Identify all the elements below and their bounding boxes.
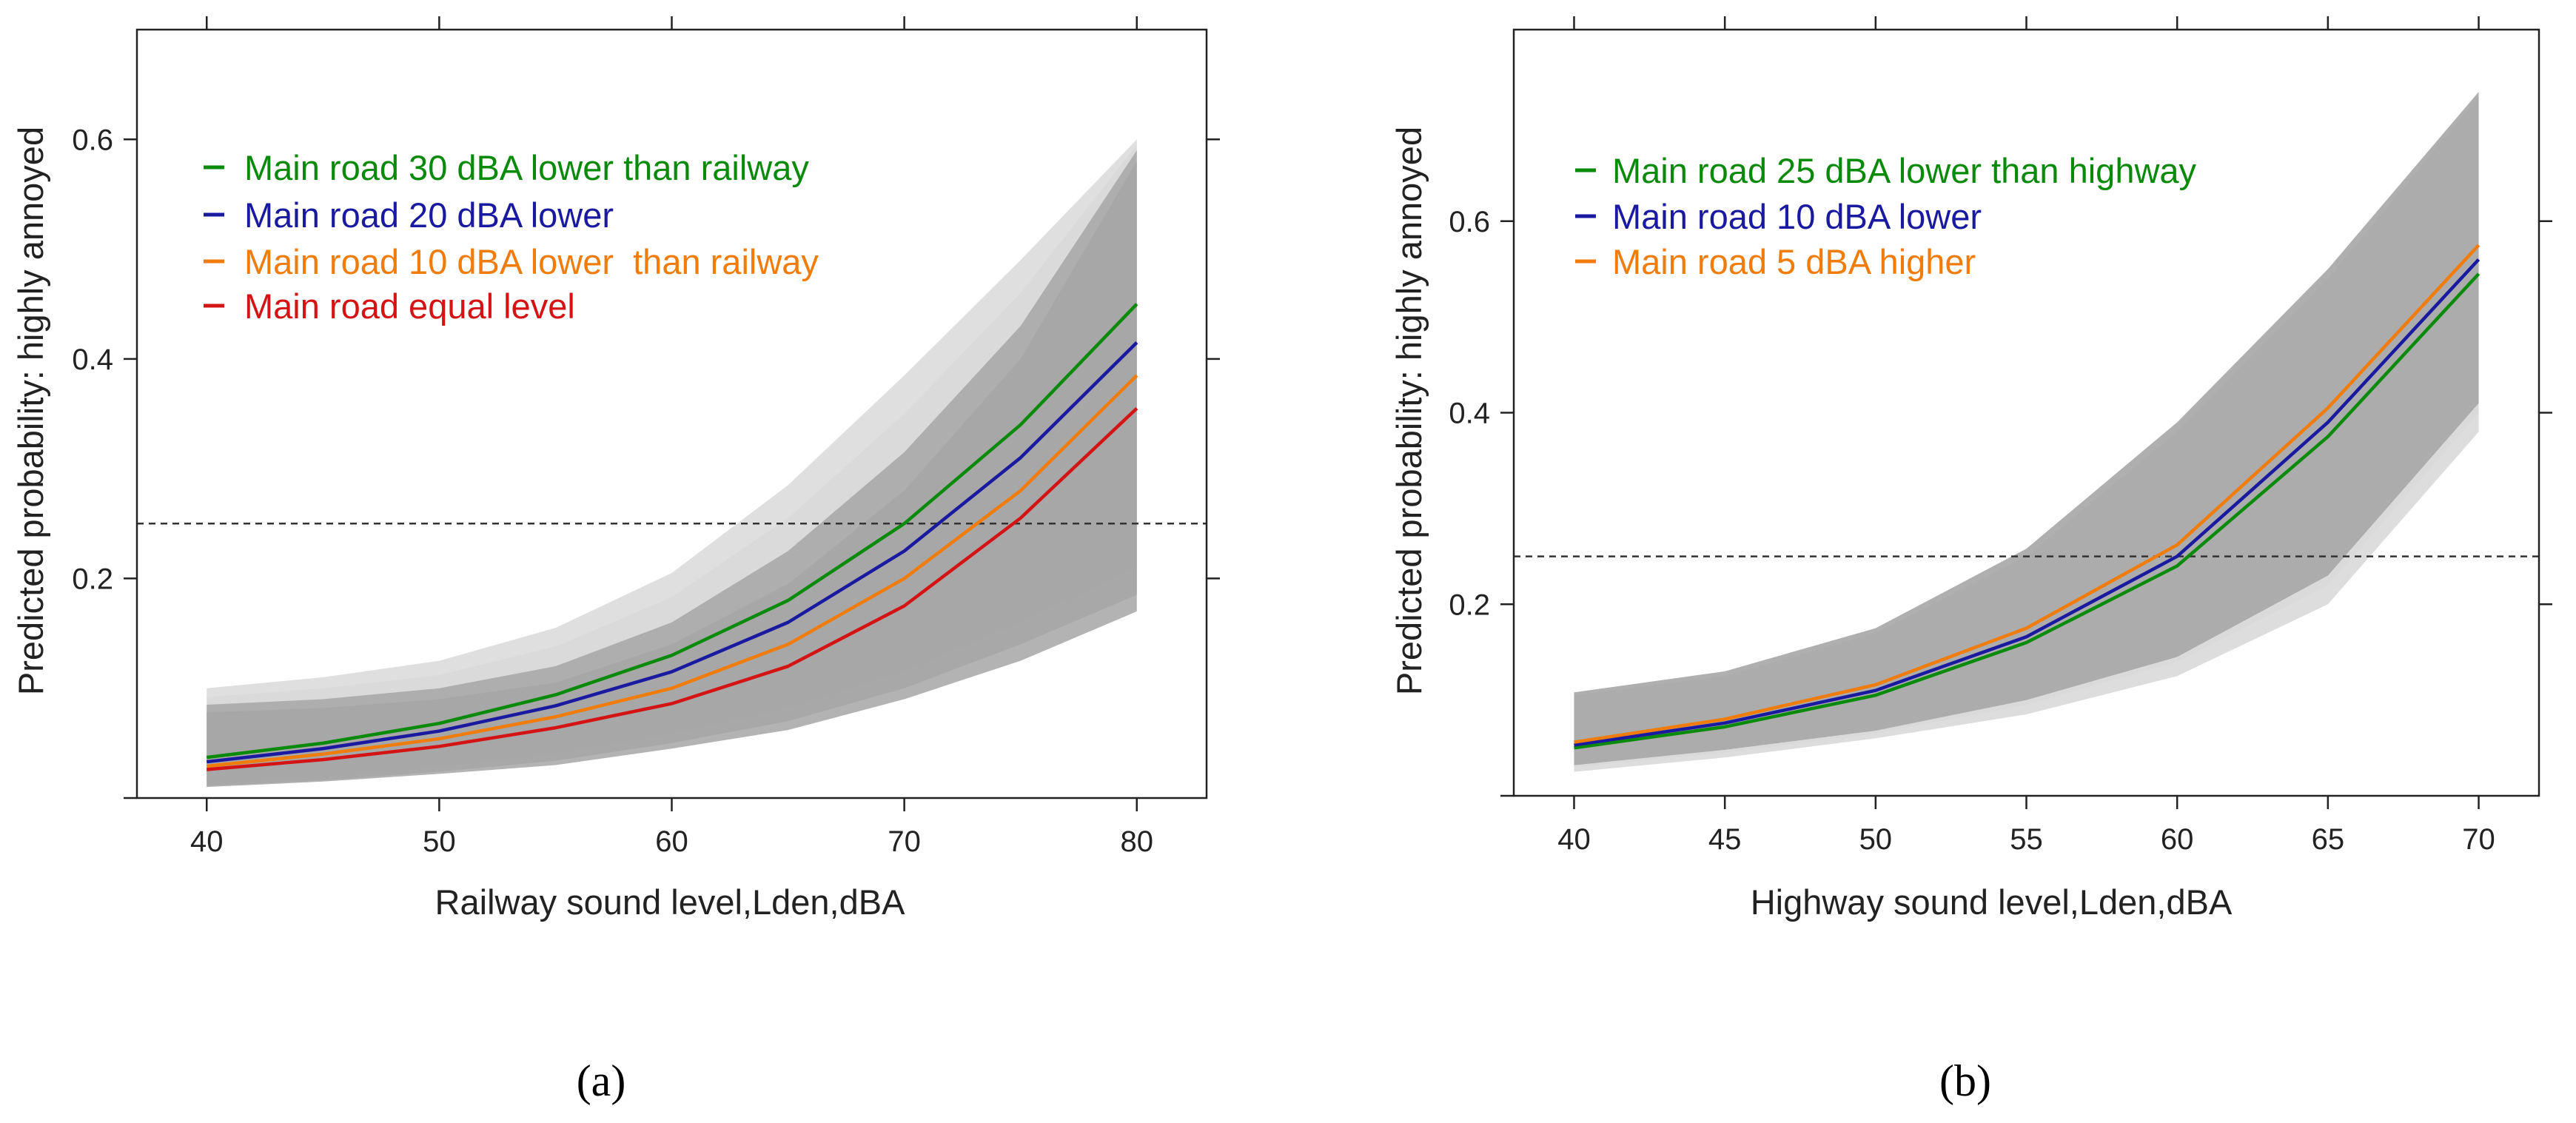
panel-b-ytick-label-2: 0.4	[1449, 398, 1490, 430]
panel-a-x-axis-title: Railway sound level,Lden,dBA	[435, 882, 906, 922]
panel-b-confidence-bands	[1574, 92, 2479, 772]
panel-b-legend: Main road 25 dBA lower than highway Main…	[1575, 151, 2197, 281]
panel-b-xtick-label-6: 65	[2312, 823, 2345, 856]
panel-a-series-line-1	[206, 303, 1138, 760]
panel-b-xtick-label-7: 70	[2462, 823, 2495, 856]
panel-a-ytick-label-1: 0.2	[72, 563, 113, 595]
panel-b-label: (b)	[1939, 1056, 1991, 1105]
panel-a-legend: Main road 30 dBA lower than railway Main…	[204, 148, 819, 326]
legend-a-label-4: Main road equal level	[244, 286, 575, 326]
panel-b-series-line-3	[1574, 244, 2481, 744]
panel-a-xtick-label-1: 40	[190, 825, 224, 858]
legend-b-label-2: Main road 10 dBA lower	[1612, 197, 1982, 236]
legend-a-label-2: Main road 20 dBA lower	[244, 195, 614, 235]
panel-a-y-axis-title: Predicted probability: highly annoyed	[11, 127, 50, 695]
panel-a-label: (a)	[577, 1056, 626, 1105]
panel-a-xtick-label-3: 60	[655, 825, 688, 858]
panel-a-band-4	[207, 161, 1137, 788]
legend-a-label-1: Main road 30 dBA lower than railway	[244, 148, 809, 187]
panel-b-xtick-label-3: 50	[1859, 823, 1893, 856]
panel-b-x-axis-title: Highway sound level,Lden,dBA	[1751, 882, 2233, 922]
panel-b-xtick-label-5: 60	[2161, 823, 2194, 856]
legend-b-label-1: Main road 25 dBA lower than highway	[1612, 151, 2197, 190]
panel-a-ticks: 40 50 60 70 80 0.2 0.4 0.6	[72, 16, 1220, 858]
panel-b-band-3	[1574, 92, 2479, 765]
panel-b-chart: 40 45 50 55 60 65 70 0.2 0.4 0.6 Main road 25 dBA…	[1389, 16, 2552, 1105]
panel-a-confidence-bands	[207, 139, 1137, 788]
panel-b-xtick-label-4: 55	[2010, 823, 2043, 856]
panel-a-ytick-label-3: 0.6	[72, 124, 113, 156]
panel-b-xtick-label-2: 45	[1708, 823, 1742, 856]
panel-b-xtick-label-1: 40	[1557, 823, 1591, 856]
panel-a-xtick-label-5: 80	[1121, 825, 1154, 858]
panel-a-chart: 40 50 60 70 80 0.2 0.4 0.6 Main road 30 dBA low…	[11, 16, 1220, 1105]
panel-a-series-line-3	[207, 374, 1138, 768]
panel-b-series-lines	[1574, 244, 2481, 750]
legend-a-label-3: Main road 10 dBA lower than railway	[244, 242, 819, 281]
panel-b-ticks: 40 45 50 55 60 65 70 0.2 0.4 0.6	[1449, 16, 2552, 856]
panel-b-ytick-label-1: 0.2	[1449, 589, 1490, 621]
panel-a-xtick-label-2: 50	[423, 825, 456, 858]
panel-a-series-lines	[206, 303, 1138, 771]
panel-b-ytick-label-3: 0.6	[1449, 206, 1490, 238]
legend-b-label-3: Main road 5 dBA higher	[1612, 242, 1976, 281]
panel-b-series-line-2	[1574, 258, 2481, 747]
panel-a-ytick-label-2: 0.4	[72, 343, 113, 376]
panel-a-series-line-4	[207, 406, 1138, 771]
panel-a-xtick-label-4: 70	[888, 825, 921, 858]
panel-b-y-axis-title: Predicted probability: highly annoyed	[1389, 127, 1429, 695]
panel-b-series-line-1	[1574, 272, 2481, 750]
panel-a-series-line-2	[206, 341, 1138, 764]
